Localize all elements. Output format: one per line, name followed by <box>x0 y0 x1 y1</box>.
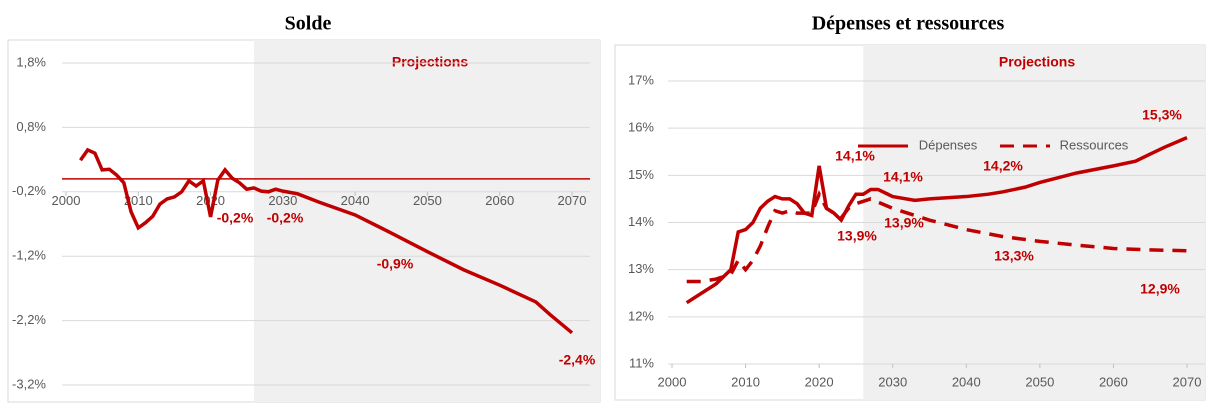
chart-title: Solde <box>285 13 332 35</box>
x-tick-label: 2000 <box>658 374 687 389</box>
data-label: 13,9% <box>884 215 924 231</box>
legend-label: Ressources <box>1060 137 1129 152</box>
x-tick-label: 2010 <box>731 374 760 389</box>
x-tick-label: 2060 <box>485 193 514 208</box>
y-tick-label: 14% <box>628 214 654 229</box>
projection-label: Projections <box>392 54 468 70</box>
series-line <box>79 147 574 335</box>
projection-label: Projections <box>999 54 1075 70</box>
x-tick-label: 2020 <box>196 193 225 208</box>
projection-shade <box>253 40 600 402</box>
data-label: -0,2% <box>267 210 304 226</box>
data-label: 14,1% <box>835 148 875 164</box>
data-label: 14,1% <box>883 169 923 185</box>
y-tick-label: 1,8% <box>16 54 46 69</box>
data-label: -2,4% <box>559 352 596 368</box>
data-label: 13,9% <box>837 228 877 244</box>
x-tick-label: 2000 <box>52 193 81 208</box>
x-tick-label: 2060 <box>1099 374 1128 389</box>
y-tick-label: 13% <box>628 261 654 276</box>
y-tick-label: 17% <box>628 72 654 87</box>
x-tick-label: 2040 <box>341 193 370 208</box>
y-tick-label: 11% <box>629 355 654 370</box>
chart-title: Dépenses et ressources <box>812 13 1005 35</box>
data-label: 15,3% <box>1142 107 1182 123</box>
y-tick-label: 0,8% <box>16 119 46 134</box>
x-tick-label: 2040 <box>952 374 981 389</box>
x-tick-label: 2050 <box>1025 374 1054 389</box>
x-tick-label: 2070 <box>1173 374 1202 389</box>
x-tick-label: 2070 <box>558 193 587 208</box>
y-tick-label: -2,2% <box>12 312 46 327</box>
x-tick-label: 2030 <box>878 374 907 389</box>
data-label: 14,2% <box>983 158 1023 174</box>
y-tick-label: -1,2% <box>12 248 46 263</box>
data-label: -0,9% <box>377 256 414 272</box>
y-tick-label: -3,2% <box>12 376 46 391</box>
data-label: 12,9% <box>1140 281 1180 297</box>
y-tick-label: -0,2% <box>12 183 46 198</box>
y-tick-label: 16% <box>628 120 654 135</box>
x-tick-label: 2020 <box>805 374 834 389</box>
y-tick-label: 15% <box>628 167 654 182</box>
y-tick-label: 12% <box>628 308 654 323</box>
legend-label: Dépenses <box>919 137 978 152</box>
data-label: -0,2% <box>217 210 254 226</box>
x-tick-label: 2030 <box>268 193 297 208</box>
x-tick-label: 2010 <box>124 193 153 208</box>
series-line <box>686 189 1188 284</box>
x-tick-label: 2050 <box>413 193 442 208</box>
data-label: 13,3% <box>994 248 1034 264</box>
